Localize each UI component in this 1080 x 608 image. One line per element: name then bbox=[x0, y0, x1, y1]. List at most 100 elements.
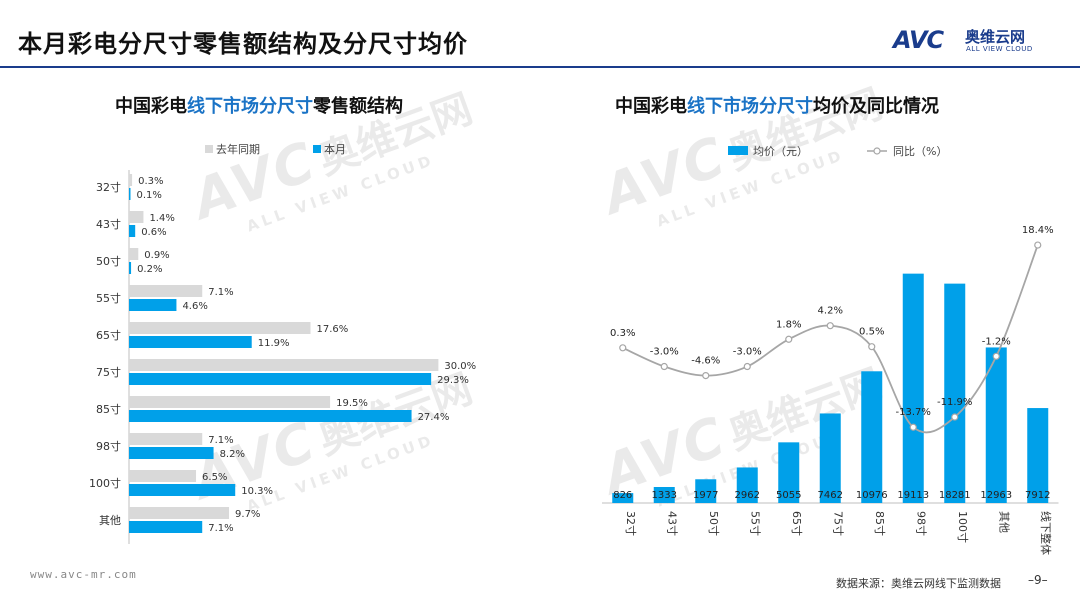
data-label-yoy: 4.2% bbox=[818, 306, 843, 317]
yoy-marker bbox=[951, 413, 959, 421]
size-share-bar-chart: 去年同期 本月 32寸 0.3% 0.1% 43寸 1.4% 0.6% 50寸 0.9% 0.2% 5… bbox=[89, 142, 476, 544]
data-label-this-month: 4.6% bbox=[182, 301, 207, 312]
data-label-yoy: 0.3% bbox=[610, 328, 635, 339]
bar-this-month bbox=[129, 225, 136, 237]
x-tick-label: 85寸 bbox=[873, 511, 887, 536]
y-tick-label: 100寸 bbox=[89, 476, 121, 490]
y-tick-label: 65寸 bbox=[96, 328, 121, 342]
yoy-marker bbox=[619, 344, 627, 352]
right-chart-title: 中国彩电线下市场分尺寸均价及同比情况 bbox=[615, 96, 939, 117]
data-label-avg-price: 1977 bbox=[693, 490, 718, 501]
bar-last-year bbox=[129, 470, 197, 482]
data-label-yoy: -11.9% bbox=[937, 397, 972, 408]
footer-url: www.avc-mr.com bbox=[30, 568, 137, 581]
yoy-marker bbox=[909, 423, 917, 431]
page-number: –9– bbox=[1028, 573, 1048, 587]
bar-last-year bbox=[129, 507, 230, 519]
data-label-avg-price: 5055 bbox=[776, 490, 801, 501]
y-tick-label: 55寸 bbox=[96, 291, 121, 305]
bar-avg-price bbox=[612, 493, 634, 503]
y-tick-label: 50寸 bbox=[96, 254, 121, 268]
x-tick-label: 100寸 bbox=[956, 511, 970, 543]
title-divider bbox=[0, 66, 1080, 68]
bar-this-month bbox=[129, 484, 236, 496]
bar-avg-price bbox=[819, 413, 841, 503]
bar-this-month bbox=[129, 521, 203, 533]
bar-avg-price bbox=[861, 371, 883, 503]
y-tick-label: 75寸 bbox=[96, 365, 121, 379]
data-label-avg-price: 19113 bbox=[897, 490, 929, 501]
left-chart-title: 中国彩电线下市场分尺寸零售额结构 bbox=[115, 96, 403, 117]
x-tick-label: 50寸 bbox=[707, 511, 721, 536]
x-tick-label: 线下整体 bbox=[1039, 511, 1053, 555]
bar-last-year bbox=[129, 285, 203, 297]
legend-swatch-this-month bbox=[313, 145, 321, 153]
data-label-last-year: 7.1% bbox=[208, 287, 233, 298]
data-label-last-year: 7.1% bbox=[208, 435, 233, 446]
bar-avg-price bbox=[944, 283, 966, 503]
data-label-yoy: 0.5% bbox=[859, 327, 884, 338]
data-label-this-month: 7.1% bbox=[208, 523, 233, 534]
bar-this-month bbox=[129, 336, 252, 348]
bar-avg-price bbox=[653, 487, 675, 503]
bar-this-month bbox=[129, 373, 432, 385]
data-label-last-year: 9.7% bbox=[235, 509, 260, 520]
bar-last-year bbox=[129, 248, 139, 260]
data-label-avg-price: 12963 bbox=[980, 490, 1012, 501]
data-label-last-year: 0.3% bbox=[138, 176, 163, 187]
data-label-avg-price: 7462 bbox=[818, 490, 843, 501]
data-label-last-year: 19.5% bbox=[336, 398, 368, 409]
data-label-last-year: 17.6% bbox=[317, 324, 349, 335]
data-label-avg-price: 1333 bbox=[652, 490, 677, 501]
avg-price-combo-chart: 均价（元） 同比（%） 826 32寸 1333 43寸 1977 50寸 2962 55寸 505… bbox=[602, 145, 1059, 555]
data-label-yoy: -3.0% bbox=[733, 347, 762, 358]
x-tick-label: 32寸 bbox=[624, 511, 638, 536]
data-label-this-month: 8.2% bbox=[220, 449, 245, 460]
bar-last-year bbox=[129, 322, 311, 334]
y-tick-label: 85寸 bbox=[96, 402, 121, 416]
yoy-marker bbox=[868, 343, 876, 351]
x-tick-label: 75寸 bbox=[831, 511, 845, 536]
y-tick-label: 43寸 bbox=[96, 217, 121, 231]
data-label-this-month: 0.6% bbox=[141, 227, 166, 238]
bar-this-month bbox=[129, 262, 132, 274]
bar-avg-price bbox=[1027, 408, 1049, 503]
legend-marker-yoy bbox=[873, 147, 881, 155]
data-label-yoy: -1.2% bbox=[982, 336, 1011, 347]
data-label-yoy: 18.4% bbox=[1022, 225, 1054, 236]
data-label-this-month: 27.4% bbox=[418, 412, 450, 423]
data-label-yoy: -4.6% bbox=[691, 356, 720, 367]
data-label-last-year: 0.9% bbox=[144, 250, 169, 261]
data-label-avg-price: 7912 bbox=[1025, 490, 1050, 501]
page-title: 本月彩电分尺寸零售额结构及分尺寸均价 bbox=[18, 30, 468, 58]
yoy-marker bbox=[702, 372, 710, 380]
data-label-yoy: -3.0% bbox=[650, 347, 679, 358]
y-tick-label: 其他 bbox=[99, 514, 121, 527]
bar-avg-price bbox=[902, 273, 924, 503]
yoy-marker bbox=[992, 352, 1000, 360]
legend-label-this-month: 本月 bbox=[324, 142, 346, 156]
x-tick-label: 43寸 bbox=[665, 511, 679, 536]
bar-this-month bbox=[129, 188, 131, 200]
bar-avg-price bbox=[985, 347, 1007, 503]
data-label-this-month: 11.9% bbox=[258, 338, 290, 349]
logo-mark: AVC bbox=[893, 26, 944, 54]
x-tick-label: 其他 bbox=[997, 511, 1010, 533]
bar-last-year bbox=[129, 211, 144, 223]
data-label-avg-price: 2962 bbox=[735, 490, 760, 501]
logo-en: ALL VIEW CLOUD bbox=[966, 45, 1033, 53]
footer-source: 数据来源：奥维云网线下监测数据 bbox=[836, 577, 1001, 590]
legend-swatch-avg-price bbox=[728, 146, 748, 155]
y-tick-label: 32寸 bbox=[96, 180, 121, 194]
bar-avg-price bbox=[695, 479, 717, 503]
bar-this-month bbox=[129, 410, 412, 422]
bar-last-year bbox=[129, 433, 203, 445]
data-label-this-month: 0.2% bbox=[137, 264, 162, 275]
data-label-yoy: 1.8% bbox=[776, 319, 801, 330]
yoy-marker bbox=[1034, 241, 1042, 249]
yoy-line bbox=[622, 244, 1039, 434]
data-label-yoy: -13.7% bbox=[896, 407, 931, 418]
data-label-this-month: 0.1% bbox=[137, 190, 162, 201]
bar-last-year bbox=[129, 396, 331, 408]
y-tick-label: 98寸 bbox=[96, 439, 121, 453]
